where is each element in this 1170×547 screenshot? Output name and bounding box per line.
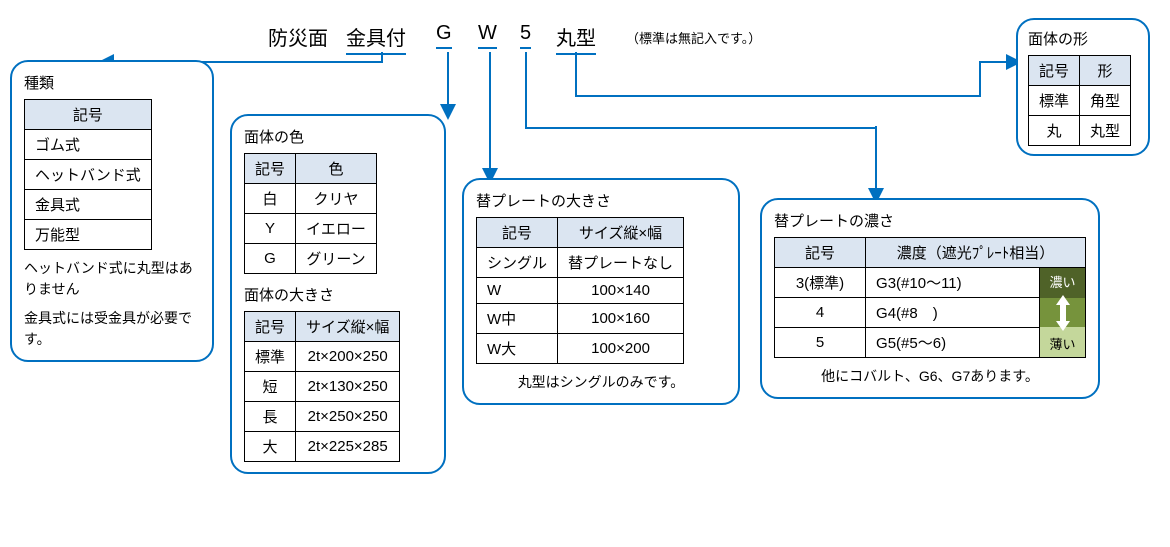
- th: 記号: [245, 154, 296, 184]
- th: 形: [1080, 56, 1131, 86]
- updown-arrow-icon: [1054, 293, 1072, 333]
- th: 記号: [25, 100, 152, 130]
- td: 100×200: [558, 334, 684, 364]
- td: 白: [245, 184, 296, 214]
- td: グリーン: [296, 244, 377, 274]
- table-shape: 記号 形 標準角型 丸丸型: [1028, 55, 1131, 146]
- note: ヘットバンド式に丸型はありません: [24, 258, 200, 300]
- td: W中: [477, 304, 558, 334]
- td: 3(標準): [775, 268, 866, 298]
- th: 記号: [245, 312, 296, 342]
- td: 丸: [1029, 116, 1080, 146]
- td: ゴム式: [25, 130, 152, 160]
- td: Y: [245, 214, 296, 244]
- td: 2t×225×285: [296, 432, 400, 462]
- td: G4(#8 ): [866, 298, 1040, 328]
- box-plate-size-title: 替プレートの大きさ: [476, 190, 726, 211]
- td: 大: [245, 432, 296, 462]
- td: 金具式: [25, 190, 152, 220]
- hdr-term-0: 防災面: [268, 22, 328, 51]
- td: 角型: [1080, 86, 1131, 116]
- th: サイズ縦×幅: [296, 312, 400, 342]
- th: 濃度（遮光ﾌﾟﾚｰﾄ相当）: [866, 238, 1086, 268]
- note: 丸型はシングルのみです。: [476, 372, 726, 393]
- td: G5(#5～6): [866, 328, 1040, 358]
- box-shape: 面体の形 記号 形 標準角型 丸丸型: [1016, 18, 1150, 156]
- note: 金具式には受金具が必要です。: [24, 308, 200, 350]
- hdr-term-4: 5: [520, 22, 531, 49]
- box-plate-size: 替プレートの大きさ 記号 サイズ縦×幅 シングル替プレートなし W100×140…: [462, 178, 740, 405]
- td: 2t×250×250: [296, 402, 400, 432]
- box-type-title: 種類: [24, 72, 200, 93]
- density-bottom-label: 薄い: [1040, 334, 1085, 353]
- density-gradient-cell: 濃い 薄い: [1040, 268, 1086, 358]
- td: G: [245, 244, 296, 274]
- box-color-size: 面体の色 記号 色 白クリヤ Yイエロー Gグリーン 面体の大きさ 記号 サイズ…: [230, 114, 446, 474]
- note: 他にコバルト、G6、G7あります。: [774, 366, 1086, 387]
- th: 記号: [477, 218, 558, 248]
- table-size: 記号 サイズ縦×幅 標準2t×200×250 短2t×130×250 長2t×2…: [244, 311, 400, 462]
- box-size-title: 面体の大きさ: [244, 284, 432, 305]
- td: 標準: [1029, 86, 1080, 116]
- td: 万能型: [25, 220, 152, 250]
- density-gradient: 濃い 薄い: [1040, 268, 1085, 357]
- td: 2t×130×250: [296, 372, 400, 402]
- hdr-term-5: 丸型: [556, 22, 596, 55]
- table-color: 記号 色 白クリヤ Yイエロー Gグリーン: [244, 153, 377, 274]
- td: 替プレートなし: [558, 248, 684, 278]
- table-plate-size: 記号 サイズ縦×幅 シングル替プレートなし W100×140 W中100×160…: [476, 217, 684, 364]
- td: イエロー: [296, 214, 377, 244]
- td: W: [477, 278, 558, 304]
- table-type: 記号 ゴム式 ヘットバンド式 金具式 万能型: [24, 99, 152, 250]
- box-density-title: 替プレートの濃さ: [774, 210, 1086, 231]
- table-density: 記号 濃度（遮光ﾌﾟﾚｰﾄ相当） 3(標準) G3(#10～11) 濃い 薄い: [774, 237, 1086, 358]
- box-shape-title: 面体の形: [1028, 28, 1138, 49]
- th: サイズ縦×幅: [558, 218, 684, 248]
- th: 記号: [775, 238, 866, 268]
- td: 丸型: [1080, 116, 1131, 146]
- td: 100×160: [558, 304, 684, 334]
- td: W大: [477, 334, 558, 364]
- hdr-note: （標準は無記入です。）: [626, 28, 761, 47]
- box-density: 替プレートの濃さ 記号 濃度（遮光ﾌﾟﾚｰﾄ相当） 3(標準) G3(#10～1…: [760, 198, 1100, 399]
- td: 2t×200×250: [296, 342, 400, 372]
- td: 標準: [245, 342, 296, 372]
- td: 100×140: [558, 278, 684, 304]
- th: 色: [296, 154, 377, 184]
- box-color-title: 面体の色: [244, 126, 432, 147]
- hdr-term-1: 金具付: [346, 22, 406, 55]
- td: クリヤ: [296, 184, 377, 214]
- td: 5: [775, 328, 866, 358]
- td: 長: [245, 402, 296, 432]
- td: 短: [245, 372, 296, 402]
- td: シングル: [477, 248, 558, 278]
- th: 記号: [1029, 56, 1080, 86]
- td: G3(#10～11): [866, 268, 1040, 298]
- td: 4: [775, 298, 866, 328]
- hdr-term-3: W: [478, 22, 497, 49]
- hdr-term-2: G: [436, 22, 452, 49]
- td: ヘットバンド式: [25, 160, 152, 190]
- box-type: 種類 記号 ゴム式 ヘットバンド式 金具式 万能型 ヘットバンド式に丸型はありま…: [10, 60, 214, 362]
- density-top-label: 濃い: [1040, 272, 1085, 291]
